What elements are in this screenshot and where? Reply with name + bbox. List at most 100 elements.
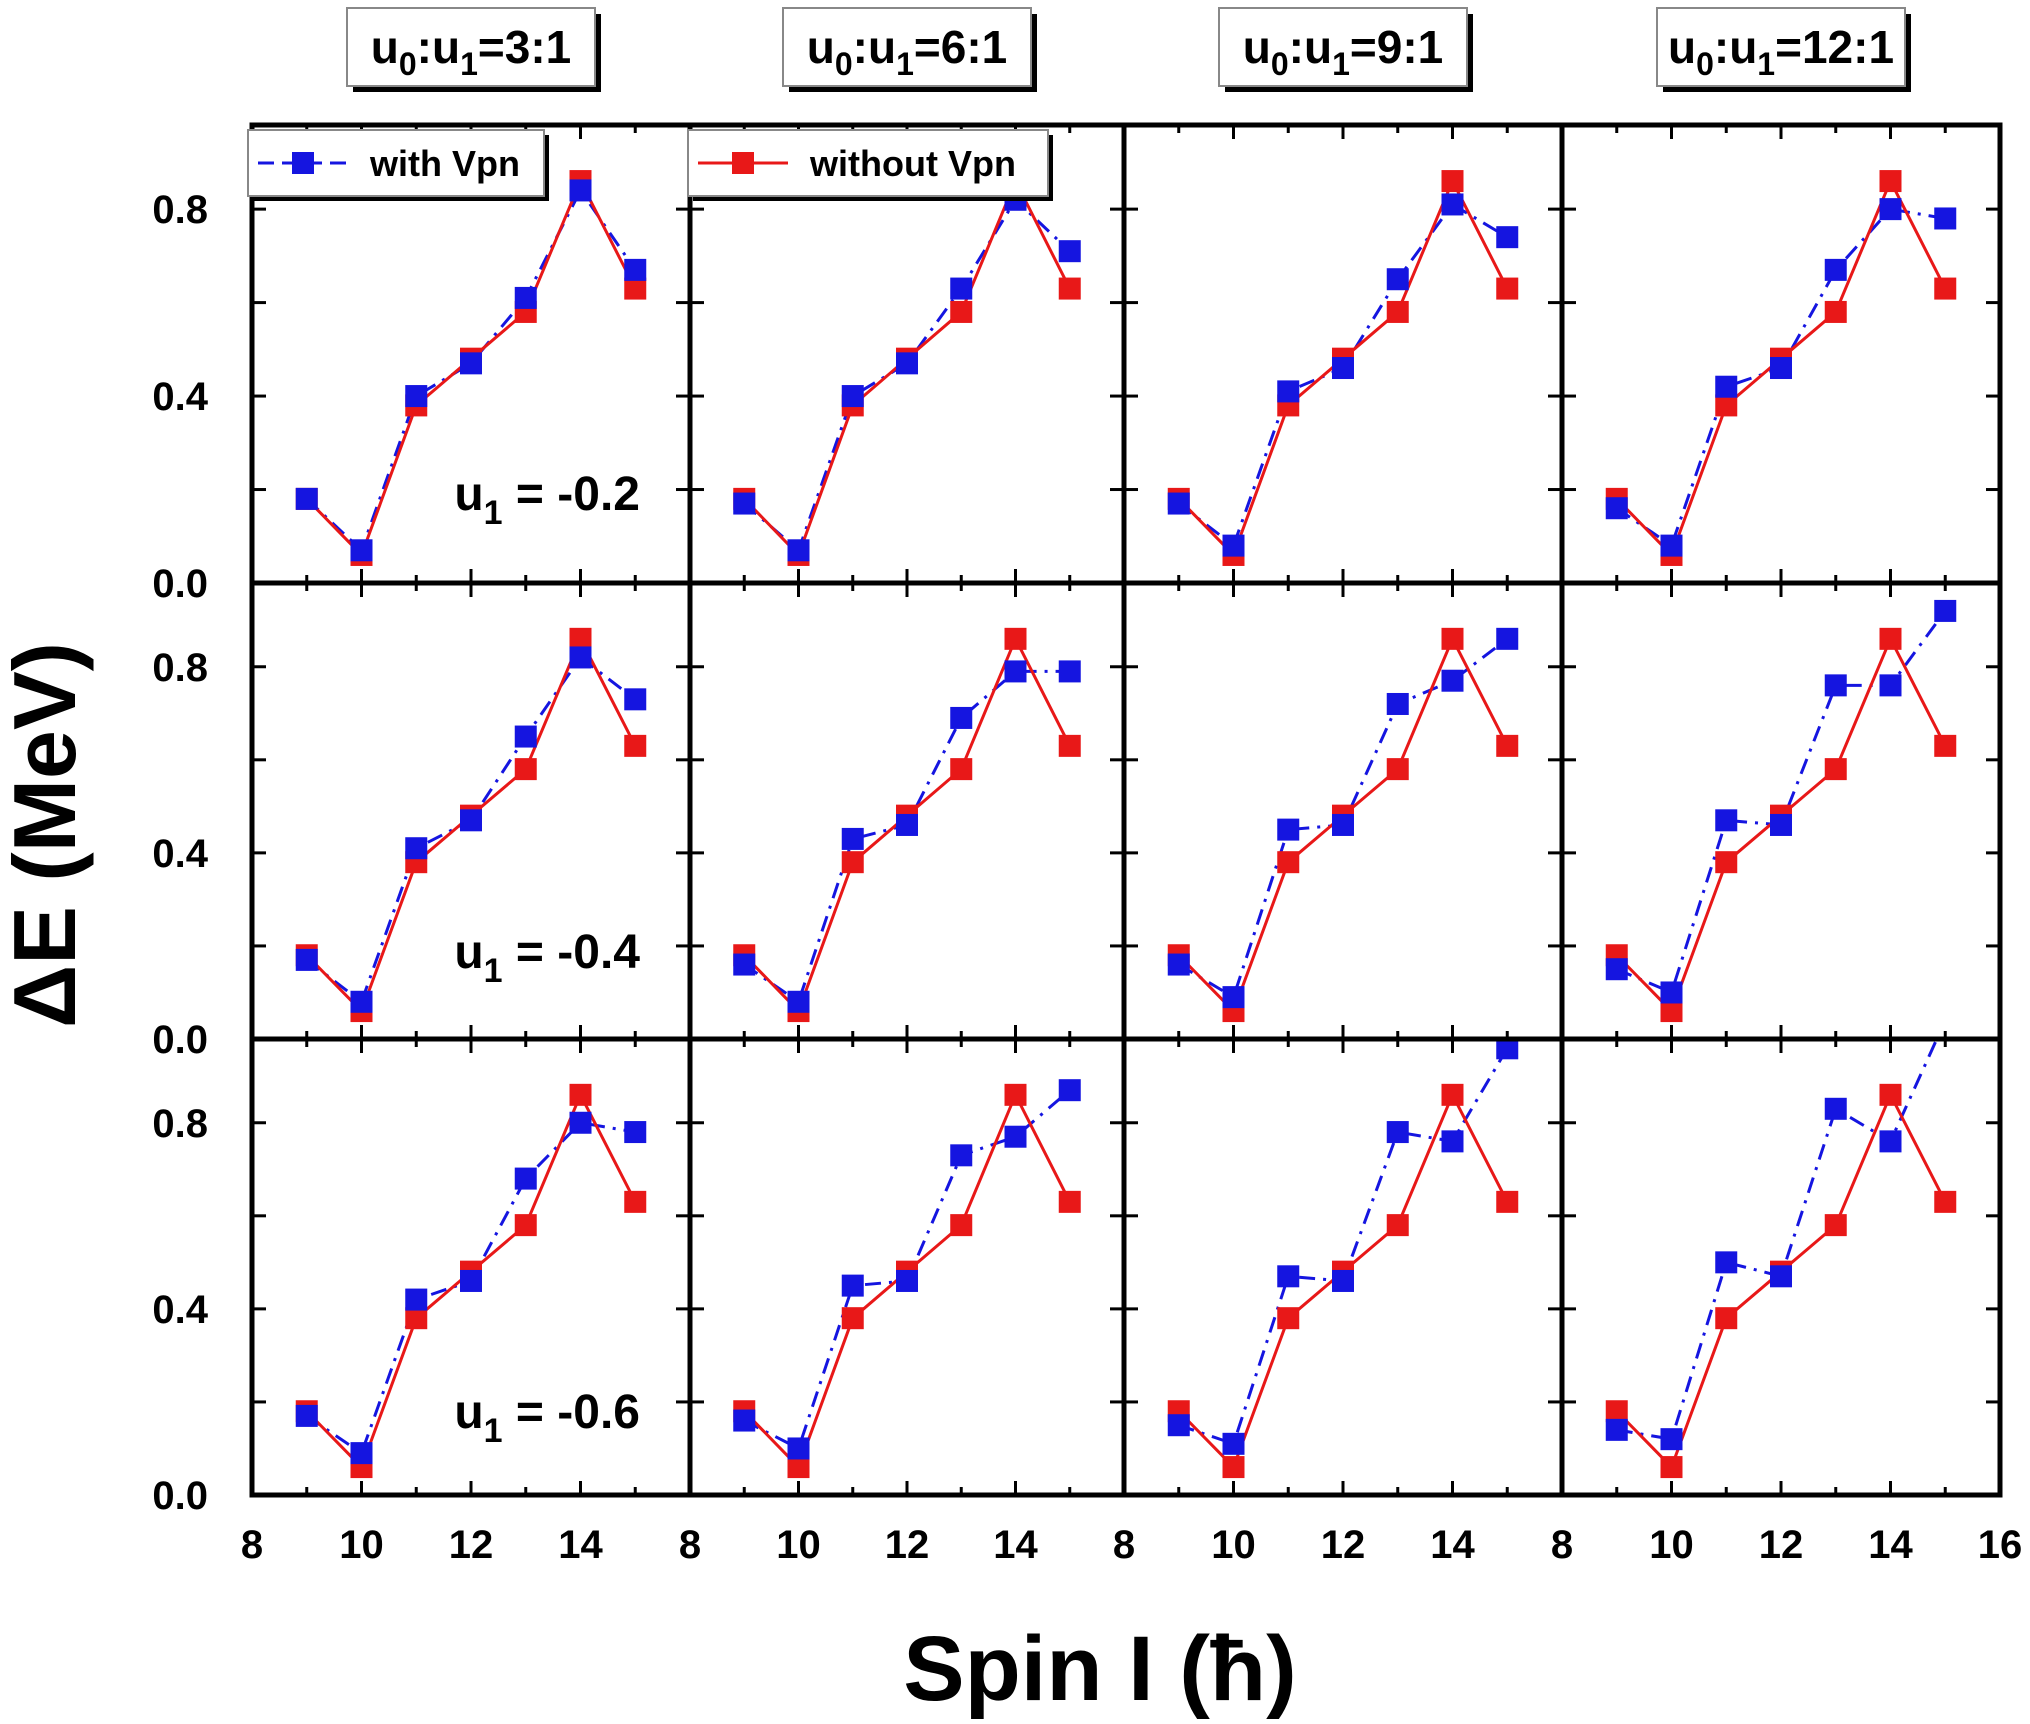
column-header-label: u0:u1=3:1 — [371, 21, 571, 82]
y-axis-title: ΔE (MeV) — [0, 642, 94, 1028]
marker-with-vpn — [405, 385, 428, 408]
marker-with-vpn — [1496, 1039, 1519, 1060]
row-label: u1 = -0.4 — [454, 926, 640, 990]
marker-without-vpn — [950, 1214, 973, 1237]
x-tick-label: 8 — [1113, 1523, 1135, 1567]
column-header-text: u — [1668, 21, 1696, 73]
marker-with-vpn — [1660, 1428, 1683, 1451]
marker-without-vpn — [1386, 300, 1409, 323]
column-header-text: =12:1 — [1775, 21, 1894, 73]
marker-with-vpn — [1004, 660, 1027, 683]
marker-without-vpn — [569, 627, 592, 650]
marker-without-vpn — [841, 1307, 864, 1330]
marker-with-vpn — [950, 1144, 973, 1167]
marker-with-vpn — [1004, 1125, 1027, 1148]
marker-with-vpn — [841, 1274, 864, 1297]
column-header-subscript: 1 — [460, 46, 478, 82]
x-tick-label: 14 — [993, 1523, 1038, 1567]
marker-without-vpn — [1715, 851, 1738, 874]
y-tick-label: 0.4 — [152, 832, 208, 876]
marker-with-vpn — [1222, 986, 1245, 1009]
panel-series — [1605, 170, 1957, 566]
marker-with-vpn — [1824, 674, 1847, 697]
marker-without-vpn — [514, 758, 537, 781]
x-tick-label: 10 — [1649, 1523, 1694, 1567]
marker-with-vpn — [350, 539, 373, 562]
column-header-label: u0:u1=9:1 — [1243, 21, 1443, 82]
marker-with-vpn — [514, 1167, 537, 1190]
series-line-with-vpn — [1616, 610, 1947, 995]
marker-without-vpn — [1441, 170, 1464, 193]
marker-with-vpn — [896, 352, 918, 375]
panel-series — [1167, 627, 1519, 1023]
legend-marker — [732, 152, 754, 174]
marker-without-vpn — [1715, 394, 1738, 417]
x-tick-label: 10 — [339, 1523, 384, 1567]
marker-without-vpn — [950, 758, 973, 781]
x-tick-label: 16 — [1978, 1523, 2023, 1567]
row-label: u1 = -0.2 — [454, 468, 640, 532]
column-header-label: u0:u1=12:1 — [1668, 21, 1894, 82]
y-tick-label: 0.4 — [152, 1288, 208, 1332]
marker-with-vpn — [514, 725, 537, 748]
marker-with-vpn — [1441, 669, 1464, 692]
marker-without-vpn — [1058, 734, 1081, 757]
marker-with-vpn — [624, 258, 647, 281]
row-label-subscript: 1 — [484, 494, 503, 532]
y-tick-label: 0.8 — [152, 188, 208, 232]
marker-with-vpn — [1167, 492, 1190, 515]
marker-with-vpn — [350, 990, 373, 1013]
column-header-text: u — [807, 21, 835, 73]
marker-without-vpn — [1004, 627, 1027, 650]
legend-label: with Vpn — [369, 143, 520, 184]
marker-without-vpn — [1496, 734, 1519, 757]
column-header-text: =6:1 — [914, 21, 1007, 73]
panel-series — [733, 170, 1081, 566]
marker-with-vpn — [1770, 813, 1792, 836]
column-header-subscript: 1 — [896, 46, 914, 82]
marker-with-vpn — [1332, 813, 1354, 836]
marker-without-vpn — [1222, 1456, 1245, 1479]
marker-with-vpn — [1332, 1269, 1354, 1292]
x-axis-title: Spin I (ħ) — [903, 1618, 1296, 1720]
marker-without-vpn — [1441, 1083, 1464, 1106]
marker-with-vpn — [841, 385, 864, 408]
panel-series — [733, 627, 1081, 1023]
legend-label: without Vpn — [809, 143, 1016, 184]
marker-with-vpn — [405, 837, 428, 860]
y-tick-label: 0.4 — [152, 375, 208, 419]
row-label-text: = -0.2 — [503, 468, 640, 521]
marker-with-vpn — [1879, 674, 1902, 697]
marker-with-vpn — [733, 492, 756, 515]
marker-without-vpn — [405, 1307, 428, 1330]
marker-with-vpn — [1386, 692, 1409, 715]
marker-with-vpn — [1058, 240, 1081, 263]
marker-with-vpn — [1715, 375, 1738, 398]
marker-without-vpn — [624, 1190, 647, 1213]
column-header-text: :u — [417, 21, 460, 73]
marker-without-vpn — [1496, 1190, 1519, 1213]
marker-without-vpn — [1277, 1307, 1300, 1330]
marker-with-vpn — [295, 487, 318, 510]
x-tick-label: 10 — [776, 1523, 821, 1567]
marker-with-vpn — [1167, 1414, 1190, 1437]
marker-without-vpn — [1004, 1083, 1027, 1106]
marker-without-vpn — [1934, 277, 1957, 300]
x-tick-label: 12 — [1759, 1523, 1804, 1567]
panel-series — [295, 170, 647, 566]
marker-without-vpn — [1496, 277, 1519, 300]
marker-without-vpn — [1879, 1083, 1902, 1106]
marker-with-vpn — [1660, 981, 1683, 1004]
marker-without-vpn — [1879, 627, 1902, 650]
marker-without-vpn — [624, 277, 647, 300]
marker-without-vpn — [1386, 758, 1409, 781]
row-label-text: = -0.4 — [503, 926, 641, 979]
y-tick-label: 0.0 — [152, 1474, 208, 1518]
marker-without-vpn — [1660, 1456, 1683, 1479]
panel-series — [733, 1079, 1081, 1479]
marker-without-vpn — [624, 734, 647, 757]
marker-with-vpn — [1386, 268, 1409, 291]
panel-series — [295, 1083, 647, 1479]
column-header-text: :u — [1289, 21, 1332, 73]
row-label-subscript: 1 — [484, 952, 503, 990]
